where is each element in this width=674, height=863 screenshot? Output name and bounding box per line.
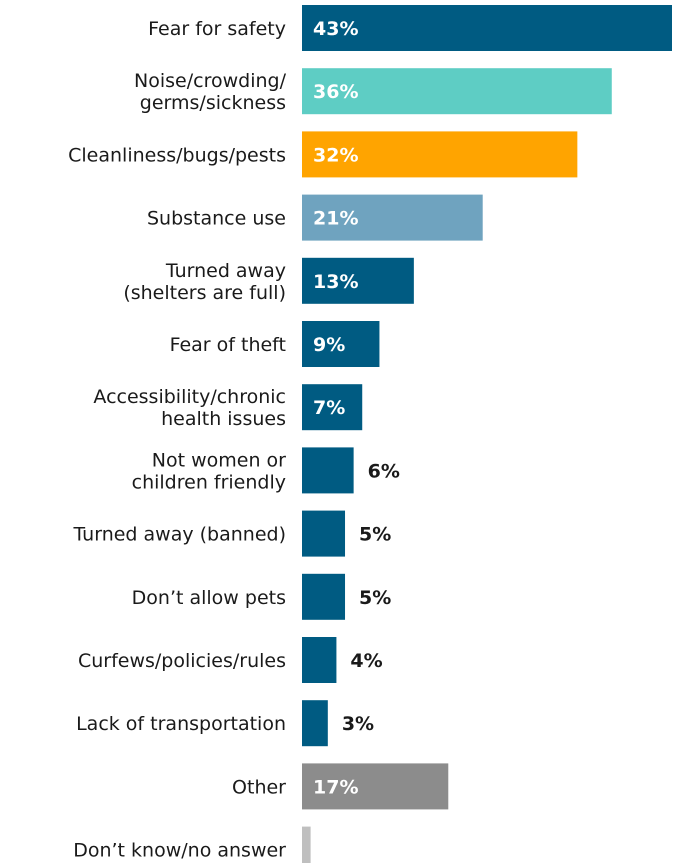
value-label: 32% (313, 144, 358, 166)
bar-row: Curfews/policies/rules 4% (78, 637, 383, 683)
bar-row: Cleanliness/bugs/pests 32% (68, 131, 578, 178)
category-label: Not women or children friendly (132, 449, 287, 493)
bar-row: Fear for safety 43% (148, 5, 672, 51)
category-label: Fear of theft (170, 334, 286, 356)
bar (302, 700, 328, 747)
bar-row: Not women or children friendly 6% (132, 447, 400, 494)
bar (302, 68, 612, 115)
category-label: Other (232, 776, 286, 798)
bar-row: Turned away (shelters are full) 13% (123, 257, 414, 304)
value-label: 13% (313, 271, 358, 293)
category-label: Substance use (147, 208, 286, 230)
bar (302, 637, 337, 683)
bar (302, 257, 414, 304)
bar (302, 763, 449, 810)
bar (302, 194, 483, 241)
category-label: Curfews/policies/rules (78, 650, 286, 672)
bar-row: Fear of theft 9% (170, 321, 380, 367)
category-label: Turned away (banned) (72, 524, 286, 546)
bar (302, 321, 380, 367)
value-label: 7% (313, 397, 345, 419)
value-label: 3% (342, 713, 374, 735)
bar-row: Substance use 21% (147, 194, 483, 241)
bar-row: Don’t allow pets 5% (132, 573, 391, 620)
category-label: Fear for safety (148, 18, 286, 40)
bar (302, 573, 346, 620)
value-label: 5% (359, 587, 391, 609)
bar-row: Other 17% (232, 763, 449, 810)
bar (302, 5, 672, 51)
bar (302, 447, 354, 494)
bar (302, 826, 311, 863)
bar-row: Lack of transportation 3% (76, 700, 374, 747)
bar (302, 510, 346, 557)
bar (302, 131, 578, 178)
category-label: Don’t know/no answer (73, 840, 286, 862)
value-label: 4% (350, 650, 382, 672)
category-label: Don’t allow pets (132, 587, 286, 609)
bar-row: Accessibility/chronic health issues 7% (93, 384, 363, 431)
category-label: Noise/crowding/germs/sickness (134, 70, 287, 114)
bar-row: Turned away (banned) 5% (72, 510, 391, 557)
value-label: 36% (313, 81, 358, 103)
category-label: Lack of transportation (76, 713, 286, 735)
value-label: 9% (313, 334, 345, 356)
value-label: 17% (313, 776, 358, 798)
category-label: Turned away (shelters are full) (123, 260, 286, 304)
bar (302, 384, 363, 431)
bar-row: Don’t know/no answer (73, 826, 311, 863)
value-label: 6% (368, 460, 400, 482)
category-label: Accessibility/chronic health issues (93, 386, 286, 430)
bar-row: Noise/crowding/germs/sickness 36% (134, 68, 612, 115)
category-label: Cleanliness/bugs/pests (68, 144, 286, 166)
value-label: 5% (359, 524, 391, 546)
value-label: 21% (313, 208, 358, 230)
value-label: 43% (313, 18, 358, 40)
